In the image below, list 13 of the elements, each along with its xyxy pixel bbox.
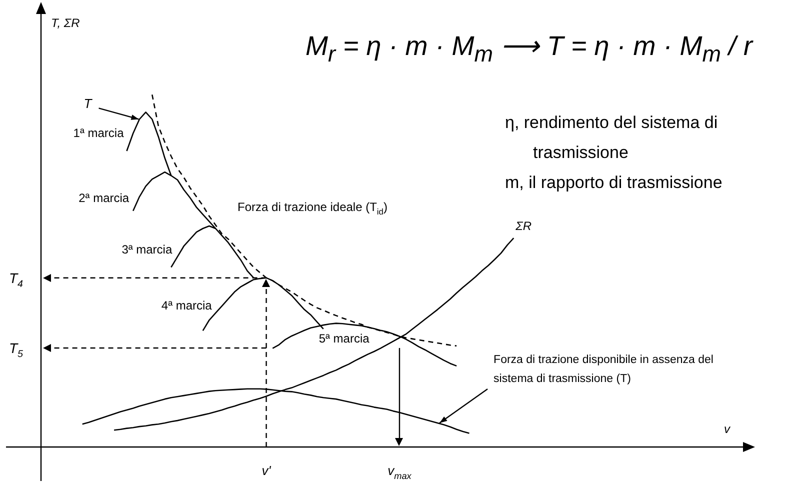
x-tick-label: v': [262, 463, 272, 478]
text: Forza di trazione disponibile in assenza del sistema di trasmissione (T): [494, 354, 714, 386]
series-label: 2ª marcia: [78, 190, 130, 205]
series-label: 4ª marcia: [161, 298, 212, 313]
series-label: 1ª marcia: [73, 126, 124, 140]
series-label: 3ª marcia: [122, 242, 172, 256]
text: T, ΣR: [51, 16, 80, 30]
series-label: 5ª marcia: [318, 331, 370, 346]
chart-title: M$_{r}$ = η · m · M$_{m}$ ⟶ T = η · m · M$_{m}$ / r: [304, 30, 754, 68]
text: v: [724, 422, 731, 436]
series-label: ΣR: [514, 219, 532, 234]
annotation: m, il rapporto di trasmissione: [505, 172, 724, 194]
annotation: T: [84, 96, 93, 112]
